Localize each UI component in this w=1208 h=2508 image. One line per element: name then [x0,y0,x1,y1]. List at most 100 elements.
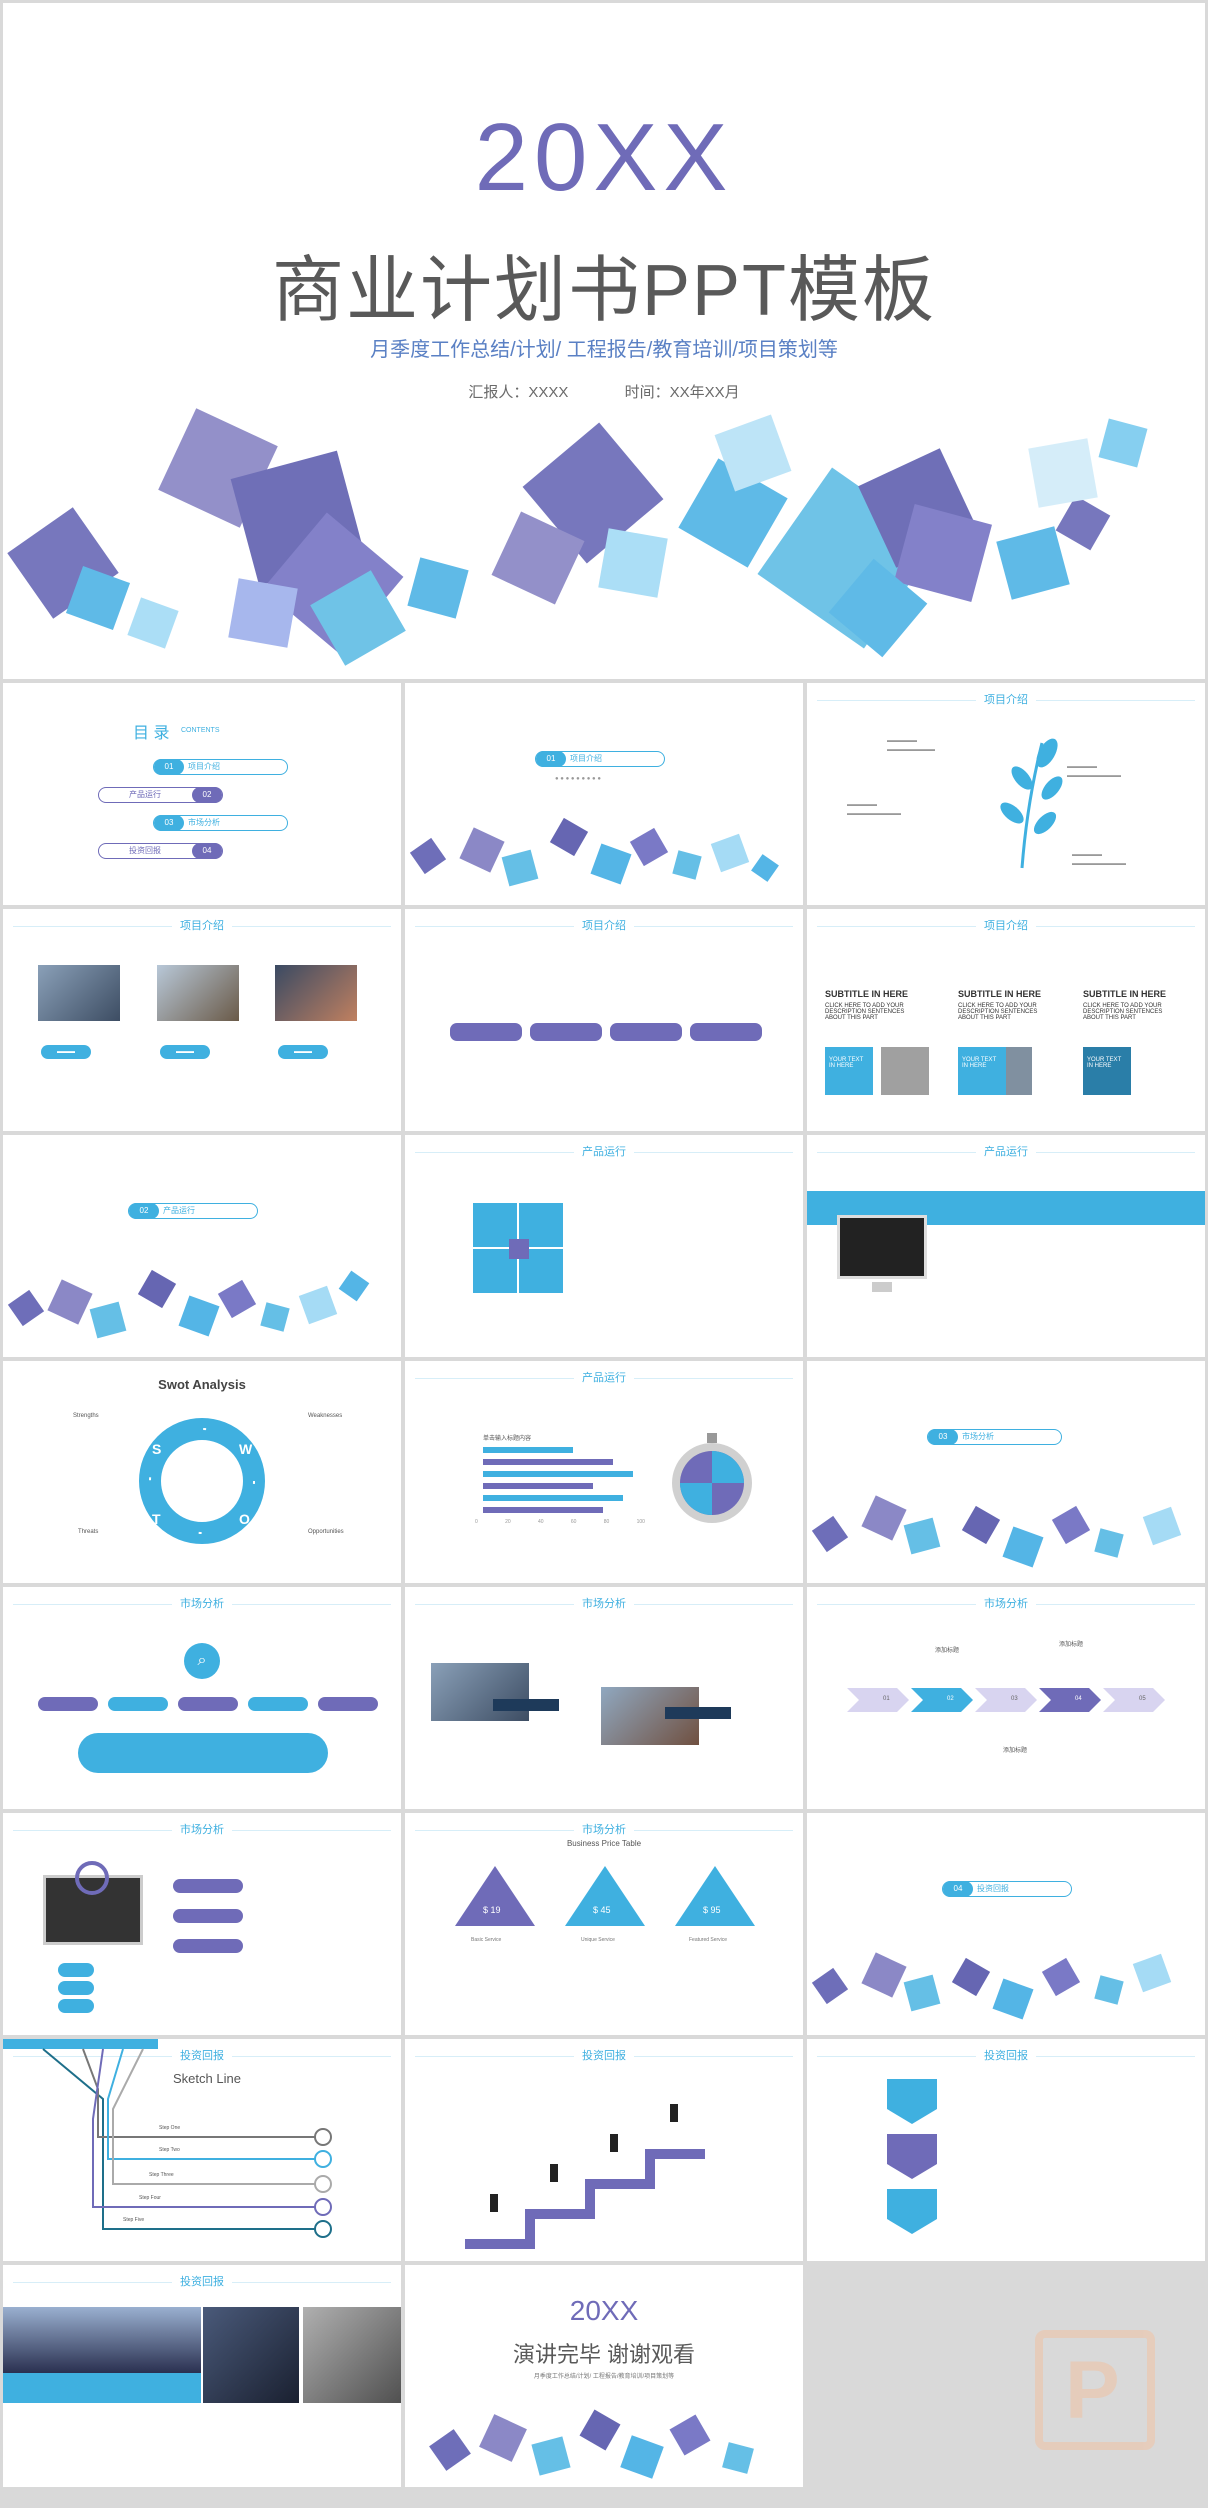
slide-market-laptop[interactable]: 市场分析 [3,1813,401,2035]
slide-price-table[interactable]: 市场分析 Business Price Table $ 19 $ 45 $ 95… [405,1813,803,2035]
slide-invest-city[interactable]: 投资回报 [3,2265,401,2487]
slide-header: 市场分析 [3,1821,401,1837]
cover-slide[interactable]: 20XX 商业计划书PPT模板 月季度工作总结/计划/ 工程报告/教育培训/项目… [3,3,1205,679]
slide-section-2[interactable]: 02 产品运行 [3,1135,401,1357]
intro-btn-3[interactable] [610,1023,682,1041]
slide-invest-arrows[interactable]: 投资回报 [807,2039,1205,2261]
slide-ending[interactable]: 20XX 演讲完毕 谢谢观看 月季度工作总结/计划/ 工程报告/教育培训/项目策… [405,2265,803,2487]
subtitle-box-1: YOUR TEXT IN HERE [825,1047,873,1095]
cover-time: 时间：XX年XX月 [624,384,740,401]
swot-letter-o: O [239,1511,250,1527]
stairs-graphic [465,2104,705,2249]
toc-item-1[interactable]: 01 项目介绍 [153,758,288,775]
slide-header: 投资回报 [3,2273,401,2289]
cover-subtitle: 月季度工作总结/计划/ 工程报告/教育培训/项目策划等 [370,339,838,361]
slide-product-matrix[interactable]: 产品运行 [405,1135,803,1357]
subtitle-gray-box-1 [881,1047,929,1095]
intro-btn-2[interactable] [530,1023,602,1041]
slide-market-tree[interactable]: 市场分析 ⌕ [3,1587,401,1809]
chart-title: 单击输入标题内容 [483,1436,532,1442]
slide-header: 投资回报 [405,2047,803,2063]
slide-header: 产品运行 [807,1143,1205,1159]
swot-title: Swot Analysis [158,1377,246,1392]
toc-item-3[interactable]: 03 市场分析 [153,814,288,831]
section-2-pill: 02 产品运行 [128,1202,258,1219]
subtitle-body-1: CLICK HERE TO ADD YOUR DESCRIPTION SENTE… [825,1003,905,1021]
price-1: $ 19 [483,1905,501,1915]
cover-reporter: 汇报人：XXXX [468,384,569,401]
city-caption-band [3,2373,201,2403]
price-label-1: Basic Service [471,1937,502,1943]
cover-meta: 汇报人：XXXX 时间：XX年XX月 [3,381,1205,402]
chevrons-graphic [887,2079,937,2234]
slide-intro-photos[interactable]: 项目介绍 ▬▬▬ ▬▬▬ ▬▬▬ [3,909,401,1131]
intro-btn-1[interactable] [450,1023,522,1041]
monitor-icon [837,1215,927,1279]
slide-product-monitor[interactable]: 产品运行 [807,1135,1205,1357]
toc-title-en: CONTENTS [181,727,220,734]
toc-item-2[interactable]: 02 产品运行 [98,786,223,803]
section-3-pill: 03 市场分析 [927,1428,1062,1445]
price-triangles [455,1866,755,1926]
toc-title: 目 录 [133,725,170,742]
cover-year: 20XX [474,104,734,211]
slide-section-1[interactable]: 01 项目介绍 ● ● ● ● ● ● ● ● ● [405,683,803,905]
slide-swot[interactable]: Swot Analysis S W O T Strengths Weakness… [3,1361,401,1583]
slide-invest-stairs[interactable]: 投资回报 [405,2039,803,2261]
subtitle-heading-3: SUBTITLE IN HERE [1083,989,1167,999]
slide-subtitles[interactable]: 项目介绍 SUBTITLE IN HERE SUBTITLE IN HERE S… [807,909,1205,1131]
slide-product-chart[interactable]: 产品运行 单击输入标题内容 0 20 40 60 80 100 [405,1361,803,1583]
subtitle-box-2: YOUR TEXT IN HERE [958,1047,1006,1095]
watermark-logo: P [1035,2330,1155,2450]
section-1-text: ● ● ● ● ● ● ● ● ● [555,776,601,782]
swot-letter-t: T [152,1511,161,1527]
swot-letter-s: S [152,1441,162,1457]
slide-toc[interactable]: 目 录 CONTENTS 01 项目介绍 02 产品运行 03 市场分析 04 投资回报 [3,683,401,905]
ending-year: 20XX [569,2295,639,2326]
ending-squares [429,2409,754,2479]
sketch-title: Sketch Line [173,2071,241,2086]
price-3: $ 95 [703,1905,721,1915]
section-1-pill: 01 项目介绍 [535,750,665,767]
slide-intro-buttons[interactable]: 项目介绍 [405,909,803,1131]
swot-label-opportunities: Opportunities [308,1529,344,1535]
section-2-squares [7,1269,370,1339]
photo-3-label: ▬▬▬ [278,1045,328,1059]
stopwatch-icon [672,1433,752,1523]
slide-section-3[interactable]: 03 市场分析 [807,1361,1205,1583]
section-1-squares [409,817,779,887]
slide-market-photos[interactable]: 市场分析 [405,1587,803,1809]
toc-item-4[interactable]: 04 投资回报 [98,842,223,859]
subtitle-body-2: CLICK HERE TO ADD YOUR DESCRIPTION SENTE… [958,1003,1038,1021]
price-table-title: Business Price Table [566,1839,642,1848]
subtitle-gray-box-2 [1006,1047,1032,1095]
slide-header: 项目介绍 [3,917,401,933]
slide-header: 产品运行 [405,1369,803,1385]
slide-header: 项目介绍 [807,691,1205,707]
search-icon: ⌕ [184,1643,220,1679]
section-3-squares [811,1495,1182,1568]
slide-section-4[interactable]: 04 投资回报 [807,1813,1205,2035]
leaf-text-4: ▬▬▬▬▬ ▬▬▬▬▬▬▬▬▬ [1072,852,1126,867]
slide-header: 项目介绍 [405,917,803,933]
slide-sketch-line[interactable]: 投资回报 Sketch Line Step One Step Two Step … [3,2039,401,2261]
leaf-text-2: ▬▬▬▬▬ ▬▬▬▬▬▬▬▬▬ [847,802,901,817]
swot-letter-w: W [239,1441,253,1457]
city-photo-2 [203,2307,299,2403]
swot-label-strengths: Strengths [73,1413,99,1419]
sketch-lines [3,2039,332,2238]
cover-squares-decoration [7,408,1148,666]
intro-btn-4[interactable] [690,1023,762,1041]
slide-header: 投资回报 [3,2047,401,2063]
leaf-text-1: ▬▬▬▬▬ ▬▬▬▬▬▬▬▬ [887,738,935,753]
slide-intro-leaf[interactable]: 项目介绍 ▬▬▬▬▬ ▬▬▬▬▬▬▬▬ ▬▬▬▬▬ ▬▬▬▬▬▬▬▬▬ ▬▬▬▬▬ ▬… [807,683,1205,905]
slide-header: 市场分析 [405,1595,803,1611]
cover-title: 商业计划书PPT模板 [271,251,937,331]
slide-header: 市场分析 [3,1595,401,1611]
price-label-3: Featured Service [689,1937,728,1943]
slide-market-timeline[interactable]: 市场分析 01 02 03 04 05 添加标题 添加标题 添加标题 [807,1587,1205,1809]
subtitle-box-3: YOUR TEXT IN HERE [1083,1047,1131,1095]
subtitle-heading-1: SUBTITLE IN HERE [825,989,909,999]
slide-header: 项目介绍 [807,917,1205,933]
city-photo-3 [303,2307,401,2403]
